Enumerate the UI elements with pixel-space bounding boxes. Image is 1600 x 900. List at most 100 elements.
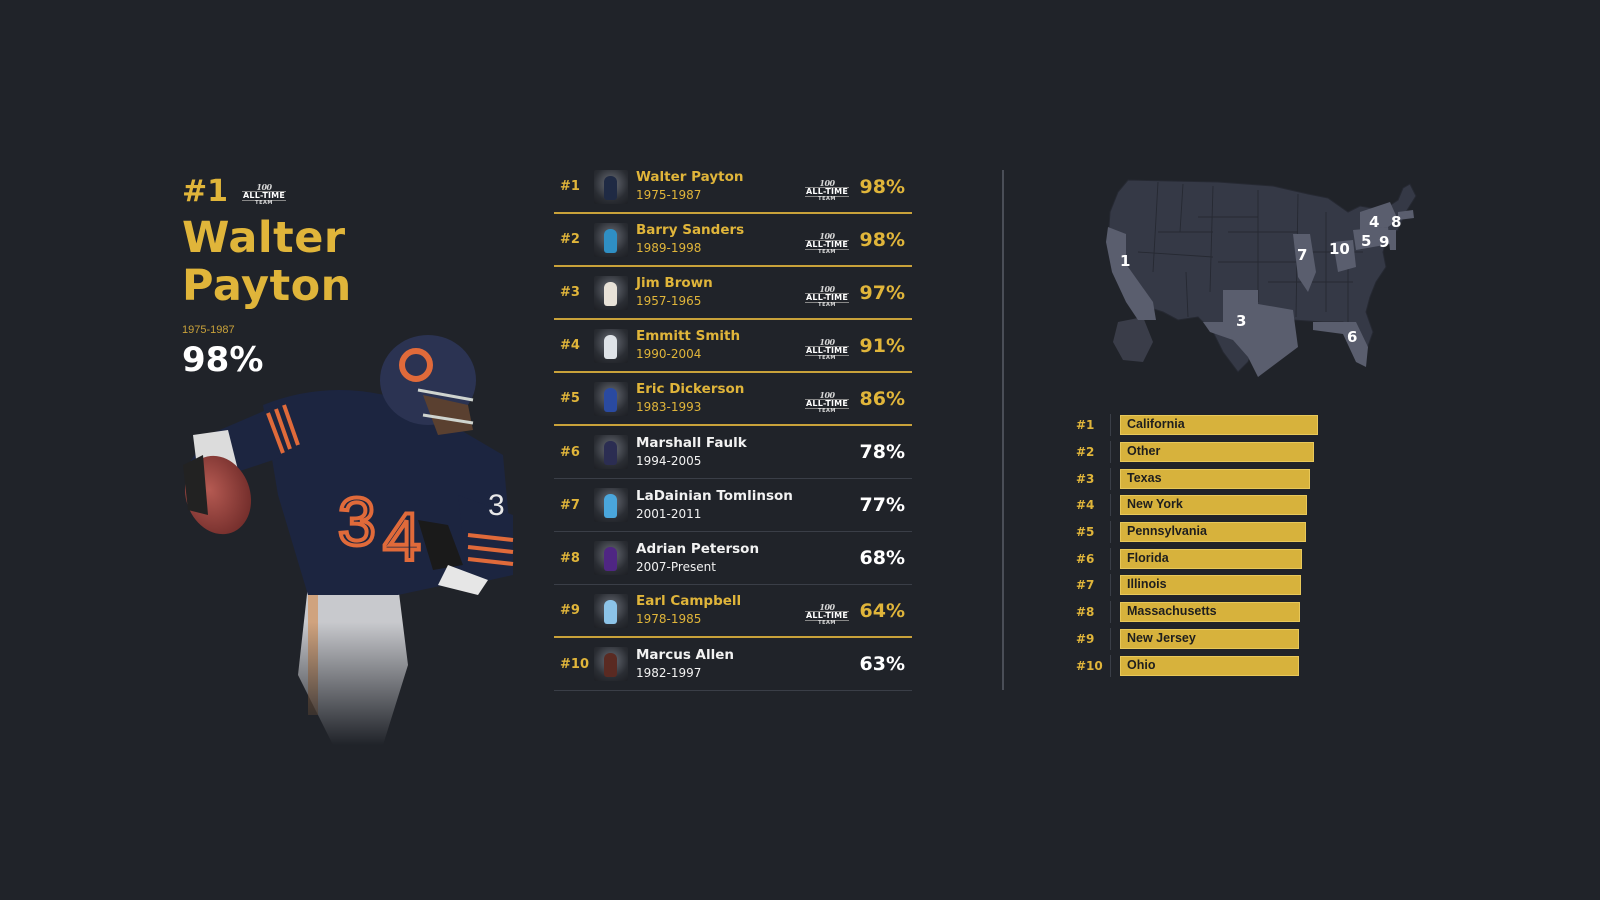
featured-years: 1975-1987: [182, 324, 235, 336]
player-figure-icon: [604, 334, 617, 359]
player-row: #9 Earl Campbell 1978-1985 100 ALL-TIME …: [554, 585, 912, 638]
all-time-team-badge-icon: 100 ALL-TIME TEAM: [805, 337, 849, 361]
state-bar: [1120, 575, 1302, 596]
player-figure-icon: [604, 494, 617, 518]
player-name: Earl Campbell: [636, 593, 742, 609]
player-rank: #2: [560, 232, 580, 247]
player-name: Marcus Allen: [636, 646, 735, 663]
player-row: #6 Marshall Faulk 1994-2005 78%: [554, 426, 912, 479]
player-rank: #3: [560, 285, 580, 300]
player-rank: #9: [560, 603, 580, 618]
player-thumbnail: [594, 169, 628, 204]
state-rank: #4: [1076, 498, 1095, 513]
bar-separator: [1110, 547, 1111, 570]
player-rank: #10: [560, 656, 589, 672]
player-name: Jim Brown: [636, 275, 713, 291]
map-state-florida: [1313, 322, 1368, 367]
state-label: Other: [1127, 444, 1161, 459]
map-state-illinois: [1293, 234, 1316, 292]
player-figure-icon: [604, 653, 617, 677]
bar-separator: [1110, 574, 1111, 597]
bar-separator: [1110, 654, 1111, 677]
player-figure-icon: [604, 281, 617, 306]
player-percentage: 64%: [859, 599, 905, 622]
state-bar-row: #1 California: [1072, 412, 1352, 439]
player-years: 1990-2004: [636, 347, 702, 361]
player-percentage: 77%: [859, 494, 905, 516]
map-label-texas: 3: [1236, 312, 1247, 330]
map-label-california: 1: [1120, 252, 1131, 270]
map-state-pennsylvania: [1353, 227, 1390, 250]
map-label-newyork: 4: [1369, 213, 1380, 231]
state-label: California: [1127, 417, 1185, 432]
player-percentage: 78%: [859, 441, 905, 463]
player-figure-icon: [604, 387, 617, 412]
bar-separator: [1110, 494, 1111, 517]
state-rank: #7: [1076, 578, 1095, 593]
state-bar: [1120, 522, 1307, 543]
player-photo: 3 4 3: [168, 335, 528, 745]
player-row: #3 Jim Brown 1957-1965 100 ALL-TIME TEAM…: [554, 267, 912, 320]
player-thumbnail: [594, 381, 628, 416]
player-row: #7 LaDainian Tomlinson 2001-2011 77%: [554, 479, 912, 532]
map-label-ohio: 10: [1329, 240, 1350, 258]
player-percentage: 86%: [859, 387, 905, 410]
player-thumbnail: [594, 222, 628, 257]
player-years: 1982-1997: [636, 665, 702, 680]
bar-separator: [1110, 467, 1111, 490]
state-rank: #8: [1076, 605, 1095, 620]
all-time-team-badge-icon: 100 ALL-TIME TEAM: [805, 284, 849, 308]
state-label: Ohio: [1127, 657, 1156, 672]
player-thumbnail: [594, 328, 628, 363]
player-row: #10 Marcus Allen 1982-1997 63%: [554, 638, 912, 691]
map-state-texas: [1203, 290, 1298, 377]
player-rank: #8: [560, 550, 580, 566]
all-time-team-badge-icon: 100 ALL-TIME TEAM: [805, 178, 849, 202]
all-time-team-badge-icon: 100 ALL-TIME TEAM: [805, 390, 849, 414]
player-years: 1957-1965: [636, 294, 702, 308]
player-rank: #7: [560, 497, 580, 513]
player-row: #5 Eric Dickerson 1983-1993 100 ALL-TIME…: [554, 373, 912, 426]
state-rank: #1: [1076, 418, 1095, 433]
bar-separator: [1110, 601, 1111, 624]
player-percentage: 91%: [859, 334, 905, 357]
player-figure-icon: [604, 228, 617, 253]
state-bar-row: #4 New York: [1072, 492, 1352, 519]
player-rank: #4: [560, 338, 580, 353]
player-rank: #5: [560, 391, 580, 406]
state-bar: [1120, 548, 1303, 569]
us-map-shape: [1106, 179, 1417, 377]
state-bar: [1120, 602, 1301, 623]
state-label: Florida: [1127, 550, 1169, 565]
map-state-newyork: [1360, 202, 1398, 230]
player-rank: #1: [560, 179, 580, 194]
state-bar: [1120, 655, 1300, 676]
state-rank: #9: [1076, 631, 1095, 646]
player-years: 1994-2005: [636, 453, 702, 468]
state-bar-row: #2 Other: [1072, 439, 1352, 466]
player-name: LaDainian Tomlinson: [636, 487, 793, 504]
player-percentage: 97%: [859, 281, 905, 304]
state-bar-row: #6 Florida: [1072, 545, 1352, 572]
player-row: #4 Emmitt Smith 1990-2004 100 ALL-TIME T…: [554, 320, 912, 373]
player-figure-icon: [604, 599, 617, 624]
player-percentage: 98%: [859, 228, 905, 251]
player-row: #2 Barry Sanders 1989-1998 100 ALL-TIME …: [554, 214, 912, 267]
player-years: 1989-1998: [636, 241, 702, 255]
player-years: 1983-1993: [636, 400, 702, 414]
state-label: New Jersey: [1127, 630, 1196, 645]
player-percentage: 63%: [859, 653, 905, 675]
map-state-newjersey: [1388, 230, 1396, 250]
map-label-newjersey: 9: [1379, 233, 1390, 251]
player-figure-icon: [604, 175, 617, 200]
player-name: Adrian Peterson: [636, 540, 760, 557]
featured-rank: #1: [182, 174, 229, 209]
state-bar-row: #3 Texas: [1072, 465, 1352, 492]
state-bar: [1120, 628, 1300, 649]
state-bar: [1120, 468, 1311, 489]
player-percentage: 68%: [859, 547, 905, 569]
map-state-california: [1106, 227, 1156, 320]
state-bar: [1120, 495, 1308, 516]
player-figure-icon: [604, 441, 617, 465]
map-label-florida: 6: [1347, 328, 1358, 346]
